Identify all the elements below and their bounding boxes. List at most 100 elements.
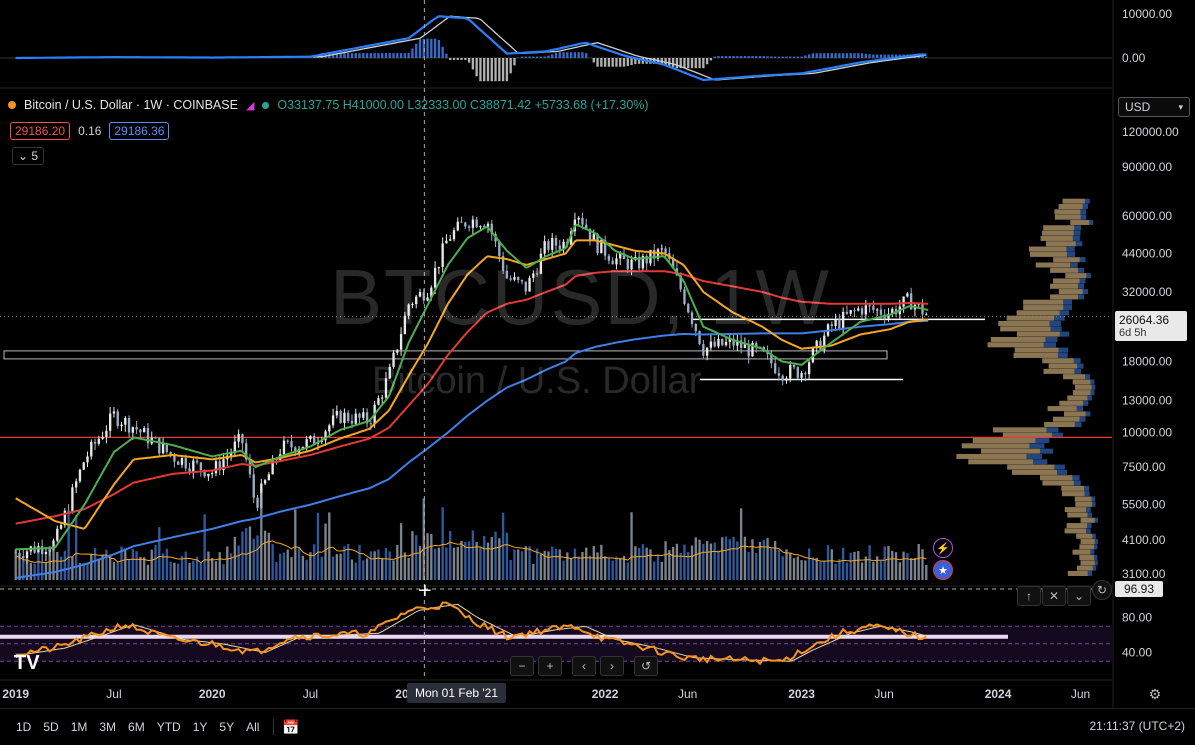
timeframe-5d[interactable]: 5D	[37, 720, 64, 734]
flag-icon[interactable]: ◢	[246, 99, 254, 112]
macd-histogram-bar	[850, 53, 852, 58]
macd-histogram-bar	[343, 53, 345, 58]
profile-bar-orange	[1023, 305, 1063, 310]
macd-histogram-bar	[868, 54, 870, 58]
volume-bar	[400, 523, 402, 580]
scroll-right-button[interactable]: ›	[600, 656, 624, 676]
candle-body	[105, 431, 107, 437]
candle-body	[211, 473, 213, 474]
pane-collapse-button[interactable]: ⌄	[1067, 586, 1091, 606]
profile-bar-orange	[1030, 252, 1067, 257]
watermark-name: Bitcoin / U.S. Dollar	[372, 360, 701, 403]
volume-bar	[351, 559, 353, 580]
candle-body	[778, 373, 780, 376]
price-tick-label: 13000.00	[1122, 394, 1172, 408]
candle-body	[706, 348, 708, 356]
volume-bar	[200, 563, 202, 580]
volume-bar	[370, 551, 372, 580]
profile-bar-orange	[991, 337, 1046, 342]
candle-body	[853, 310, 855, 311]
settings-gear-icon[interactable]: ⚙	[1146, 685, 1164, 703]
volume-bar	[49, 546, 51, 580]
macd-histogram-bar	[555, 53, 557, 58]
candle-body	[26, 551, 28, 558]
volume-bar	[86, 562, 88, 580]
volume-bar	[812, 557, 814, 580]
profile-bar-orange	[1077, 566, 1093, 571]
macd-histogram-bar	[664, 58, 666, 64]
candle-body	[313, 436, 315, 444]
profile-bar-orange	[1063, 374, 1085, 379]
macd-histogram-bar	[827, 53, 829, 58]
candle-body	[305, 439, 307, 447]
date-range-icon[interactable]: 📅	[282, 719, 299, 736]
candle-body	[808, 362, 810, 374]
candle-body	[906, 293, 908, 296]
profile-bar-orange	[988, 342, 1044, 347]
profile-bar-orange	[1059, 204, 1083, 209]
candle-body	[98, 439, 100, 444]
volume-bar	[203, 514, 205, 580]
macd-signal-line	[16, 16, 927, 80]
timeframe-1d[interactable]: 1D	[10, 720, 37, 734]
volume-bar	[483, 536, 485, 580]
volume-bar	[56, 552, 58, 580]
refresh-icon[interactable]: ↻	[1092, 580, 1112, 600]
indicators-toggle[interactable]: ⌄ 5	[12, 147, 44, 165]
volume-bar	[302, 556, 304, 580]
volume-bar	[41, 562, 43, 580]
reset-chart-button[interactable]: ↺	[634, 656, 658, 676]
currency-select[interactable]: USD ▾	[1118, 97, 1190, 117]
macd-histogram-bar	[710, 58, 712, 60]
macd-histogram-bar	[763, 56, 765, 58]
zoom-out-button[interactable]: −	[510, 656, 534, 676]
pane-up-button[interactable]: ↑	[1017, 586, 1041, 606]
bid-price[interactable]: 29186.20	[10, 122, 70, 140]
volume-bar	[778, 550, 780, 580]
timeframe-all[interactable]: All	[240, 720, 265, 734]
candle-body	[789, 365, 791, 378]
symbol-legend[interactable]: Bitcoin / U.S. Dollar · 1W · COINBASE ◢ …	[8, 98, 649, 112]
macd-histogram-bar	[857, 53, 859, 58]
volume-bar	[528, 546, 530, 580]
profile-bar-orange	[1053, 278, 1080, 283]
macd-histogram-bar	[759, 56, 761, 58]
candle-body	[661, 248, 663, 249]
volume-bar	[37, 552, 39, 580]
timeframe-3m[interactable]: 3M	[93, 720, 122, 734]
ask-price[interactable]: 29186.36	[109, 122, 169, 140]
volume-bar	[676, 544, 678, 580]
candle-body	[207, 474, 209, 476]
pane-close-button[interactable]: ✕	[1042, 586, 1066, 606]
timeframe-6m[interactable]: 6M	[122, 720, 151, 734]
candle-body	[185, 458, 187, 468]
profile-bar-orange	[1023, 300, 1063, 305]
volume-bar	[642, 544, 644, 580]
volume-bar	[717, 550, 719, 580]
volume-bar	[188, 563, 190, 580]
volume-bar	[75, 515, 77, 580]
volume-bar	[268, 533, 270, 580]
timeframe-1y[interactable]: 1Y	[187, 720, 214, 734]
profile-bar-orange	[1007, 465, 1054, 470]
timeframe-ytd[interactable]: YTD	[151, 720, 187, 734]
macd-line	[16, 16, 927, 80]
volume-bar	[230, 553, 232, 580]
clock: 21:11:37 (UTC+2)	[1090, 719, 1186, 733]
candle-body	[555, 238, 557, 246]
macd-histogram-bar	[800, 57, 802, 58]
macd-histogram-bar	[604, 58, 606, 67]
candle-body	[793, 365, 795, 367]
timeframe-5y[interactable]: 5Y	[213, 720, 240, 734]
zoom-in-button[interactable]: +	[538, 656, 562, 676]
candle-body	[460, 222, 462, 223]
lightning-icon[interactable]: ⚡	[933, 538, 953, 558]
scroll-left-button[interactable]: ‹	[572, 656, 596, 676]
timeframe-1m[interactable]: 1M	[65, 720, 94, 734]
volume-bar	[479, 547, 481, 580]
volume-bar	[706, 541, 708, 580]
candle-body	[22, 556, 24, 558]
symbol-title[interactable]: Bitcoin / U.S. Dollar · 1W · COINBASE	[24, 98, 238, 112]
us-flag-icon[interactable]: ★	[933, 560, 953, 580]
volume-bar	[298, 548, 300, 580]
